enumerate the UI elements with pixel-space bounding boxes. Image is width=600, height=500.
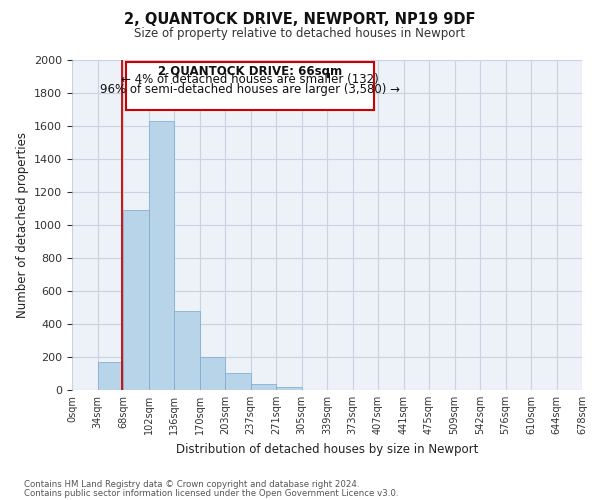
Y-axis label: Number of detached properties: Number of detached properties [16, 132, 29, 318]
Bar [199, 357, 225, 390]
Bar [276, 387, 302, 390]
Text: Contains HM Land Registry data © Crown copyright and database right 2024.: Contains HM Land Registry data © Crown c… [24, 480, 359, 489]
Bar [174, 311, 199, 390]
Text: ← 4% of detached houses are smaller (132): ← 4% of detached houses are smaller (132… [121, 73, 379, 86]
Bar [123, 210, 149, 390]
FancyBboxPatch shape [126, 62, 373, 110]
Text: 96% of semi-detached houses are larger (3,580) →: 96% of semi-detached houses are larger (… [100, 83, 400, 96]
Bar [251, 384, 276, 390]
Text: Size of property relative to detached houses in Newport: Size of property relative to detached ho… [134, 28, 466, 40]
Text: Contains public sector information licensed under the Open Government Licence v3: Contains public sector information licen… [24, 489, 398, 498]
Text: 2 QUANTOCK DRIVE: 66sqm: 2 QUANTOCK DRIVE: 66sqm [158, 64, 342, 78]
Bar [97, 362, 123, 390]
Bar [225, 372, 251, 390]
Text: 2, QUANTOCK DRIVE, NEWPORT, NP19 9DF: 2, QUANTOCK DRIVE, NEWPORT, NP19 9DF [124, 12, 476, 28]
Bar [149, 121, 174, 390]
X-axis label: Distribution of detached houses by size in Newport: Distribution of detached houses by size … [176, 442, 478, 456]
